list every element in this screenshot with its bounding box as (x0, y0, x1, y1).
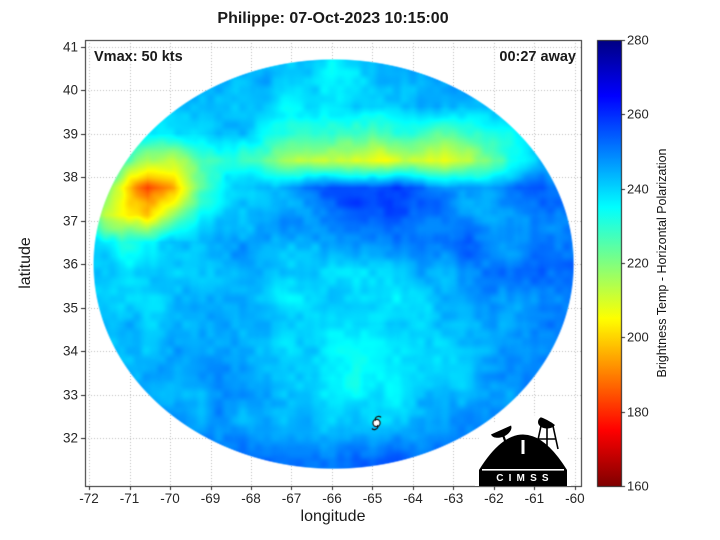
colorbar-tick-label: 260 (627, 106, 649, 122)
cimss-logo-text: C I M S S (496, 473, 550, 484)
colorbar-tick-label: 280 (627, 32, 649, 48)
colorbar-label: Brightness Temp - Horizontal Polarizatio… (655, 148, 669, 378)
satellite-dish-icon (490, 425, 512, 438)
colorbar-tick-label: 240 (627, 181, 649, 197)
colorbar-tick-label: 200 (627, 329, 649, 345)
dome-baseline (482, 469, 564, 471)
cimss-logo: C I M S S (471, 414, 575, 486)
x-tick-label: -67 (281, 491, 302, 506)
vmax-annotation: Vmax: 50 kts (94, 49, 183, 65)
y-tick-label: 33 (62, 387, 78, 403)
x-tick-label: -69 (200, 491, 221, 506)
x-tick-label: -66 (322, 491, 342, 506)
y-tick-label: 36 (62, 256, 78, 272)
colorbar-tick-label: 220 (627, 255, 649, 271)
y-tick-label: 38 (62, 169, 78, 185)
x-tick-label: -72 (79, 491, 99, 506)
y-tick-label: 41 (62, 39, 78, 55)
colorbar-tick-label: 160 (627, 478, 649, 494)
plot-title: Philippe: 07-Oct-2023 10:15:00 (217, 10, 449, 27)
eta-annotation: 00:27 away (499, 49, 576, 65)
x-tick-label: -62 (484, 491, 504, 506)
y-tick-label: 37 (62, 213, 78, 229)
y-tick-label: 34 (62, 343, 78, 359)
x-tick-label: -68 (241, 491, 261, 506)
x-tick-label: -71 (119, 491, 140, 506)
x-tick-label: -63 (443, 491, 464, 506)
x-tick-label: -65 (362, 491, 383, 506)
observatory-dome (479, 434, 567, 486)
x-axis-label: longitude (300, 508, 366, 525)
x-tick-label: -64 (403, 491, 423, 506)
dome-slit (521, 440, 525, 454)
x-tick-label: -61 (524, 491, 545, 506)
x-tick-label: -70 (160, 491, 180, 506)
water-tower-legs (535, 425, 559, 450)
y-tick-label: 40 (62, 82, 78, 98)
y-tick-label: 39 (62, 126, 78, 142)
y-tick-label: 35 (62, 300, 78, 316)
y-tick-label: 32 (62, 430, 78, 446)
x-tick-label: -60 (565, 491, 585, 506)
colorbar-tick-label: 180 (627, 404, 649, 420)
y-axis-label: latitude (17, 237, 34, 289)
